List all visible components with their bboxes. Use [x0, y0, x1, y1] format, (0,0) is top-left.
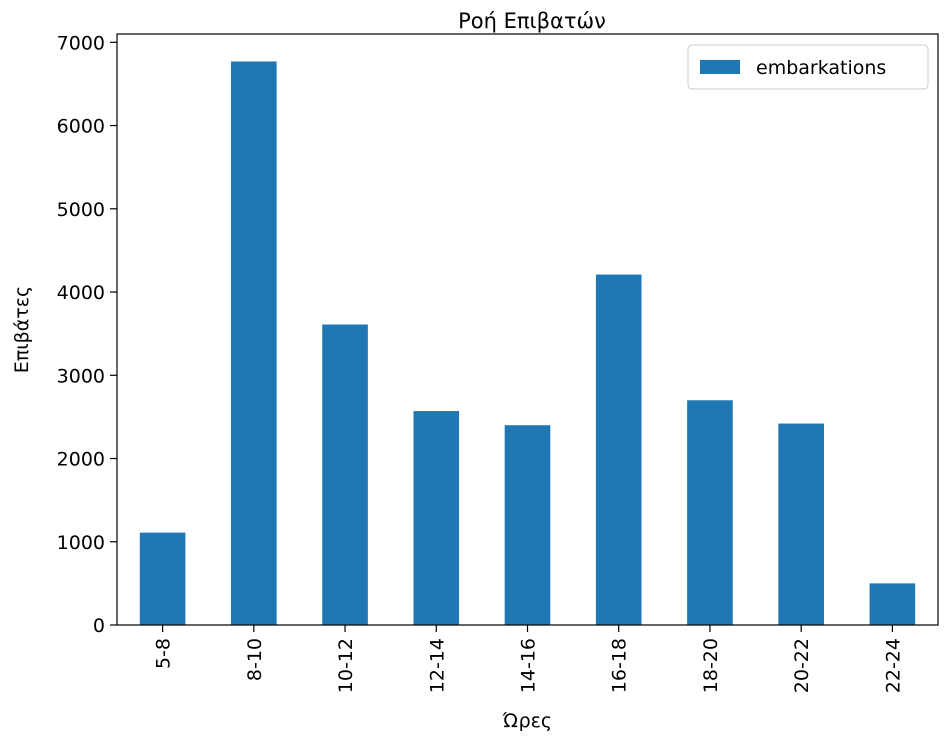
bar-16-18: [595, 274, 642, 625]
bar-12-14: [413, 411, 460, 625]
y-tick-label: 2000: [57, 449, 105, 471]
y-tick-label: 6000: [57, 116, 105, 138]
bar-5-8: [139, 532, 186, 625]
x-tick-label: 16-18: [609, 638, 631, 693]
legend: embarkations: [687, 44, 929, 90]
x-tick-label: 14-16: [518, 638, 540, 693]
x-tick-label: 10-12: [335, 638, 357, 693]
y-tick-label: 3000: [57, 365, 105, 387]
x-tick-label: 5-8: [153, 638, 175, 669]
y-tick-label: 7000: [57, 32, 105, 54]
legend-label-embarkations: embarkations: [756, 57, 886, 79]
x-axis-ticks: 5-8 8-10 10-12 12-14 14-16 16-18 18-20 20-22 22-…: [153, 625, 904, 693]
bar-18-20: [687, 400, 733, 625]
x-tick-label: 18-20: [700, 638, 722, 693]
legend-box: [687, 44, 929, 90]
x-tick-label: 8-10: [244, 638, 266, 681]
x-tick-label: 22-24: [882, 638, 904, 693]
bar-22-24: [869, 583, 916, 625]
legend-swatch-embarkations: [700, 60, 740, 74]
y-tick-label: 4000: [57, 282, 105, 304]
bar-8-10: [231, 61, 277, 626]
bar-14-16: [504, 425, 551, 625]
bar-10-12: [322, 324, 368, 625]
plot-frame: [116, 33, 939, 626]
y-tick-label: 5000: [57, 199, 105, 221]
y-tick-label: 0: [93, 615, 105, 637]
y-axis-label: Επιβάτες: [11, 286, 33, 373]
y-axis-ticks: 0 1000 2000 3000 4000 5000 6000 7000: [57, 32, 117, 637]
x-axis-label: Ώρες: [502, 710, 552, 732]
bars-layer: [139, 61, 916, 626]
x-tick-label: 20-22: [791, 638, 813, 693]
chart-title: Ροή Επιβατών: [458, 9, 606, 33]
x-tick-label: 12-14: [426, 638, 448, 693]
y-tick-label: 1000: [57, 532, 105, 554]
bar-20-22: [778, 423, 824, 625]
